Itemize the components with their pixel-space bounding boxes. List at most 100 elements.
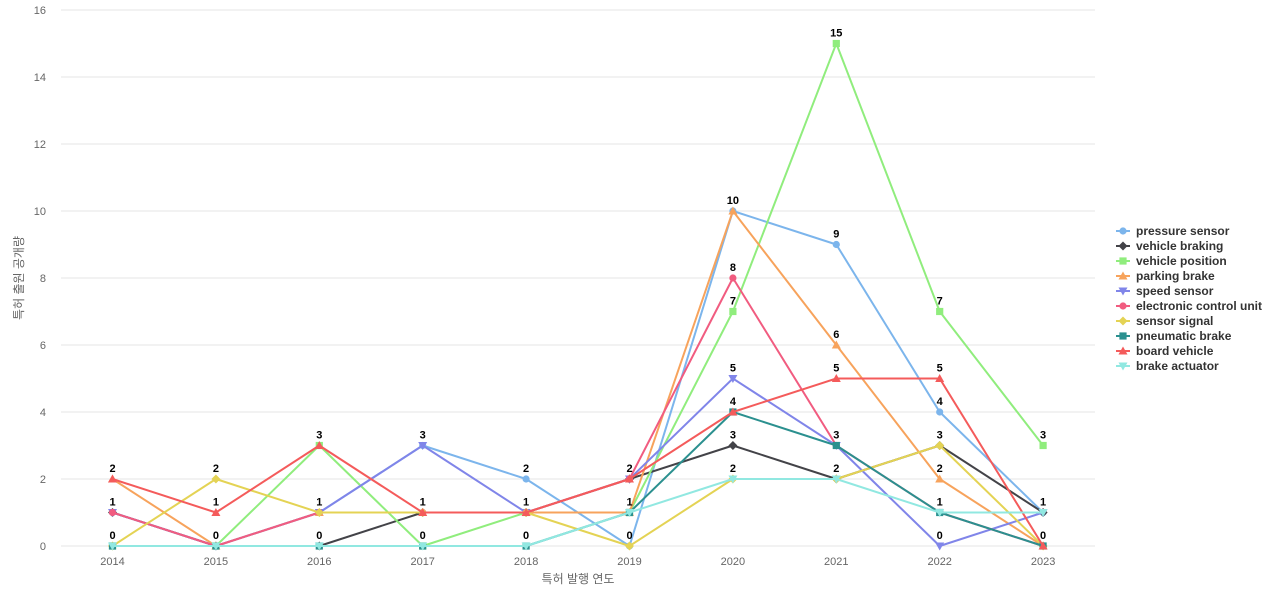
data-point (418, 508, 428, 516)
y-tick-label: 16 (34, 5, 46, 17)
data-point (418, 542, 428, 551)
data-point (831, 374, 841, 382)
data-point (314, 441, 324, 449)
data-point (314, 542, 324, 551)
y-tick-label: 2 (40, 474, 46, 486)
data-point (1038, 541, 1048, 550)
data-point (728, 375, 738, 383)
data-point (108, 508, 117, 517)
data-label: 2 (833, 463, 839, 475)
data-label: 2 (626, 463, 632, 475)
data-label: 0 (1040, 530, 1046, 542)
legend-item-board-vehicle[interactable]: board vehicle (1116, 344, 1214, 358)
data-point (314, 508, 324, 517)
data-label: 3 (833, 430, 839, 442)
data-label: 0 (937, 530, 943, 542)
data-label: 1 (213, 497, 219, 509)
data-label: 3 (420, 430, 426, 442)
x-tick-label: 2018 (514, 556, 538, 568)
y-tick-label: 10 (34, 206, 46, 218)
legend-item-electronic-control-unit[interactable]: electronic control unit (1116, 299, 1262, 313)
data-point (936, 307, 944, 316)
y-axis-ticks: 0 2 4 6 8 10 12 14 16 (34, 5, 46, 553)
data-point (625, 541, 634, 551)
x-tick-label: 2017 (410, 556, 434, 568)
data-label: 5 (833, 363, 839, 375)
data-label: 2 (523, 463, 529, 475)
legend-item-sensor-signal[interactable]: sensor signal (1116, 314, 1213, 328)
y-tick-label: 4 (40, 407, 46, 419)
legend-item-vehicle-braking[interactable]: vehicle braking (1116, 239, 1223, 253)
data-label: 5 (730, 363, 736, 375)
x-axis-title: 특허 발행 연도 (542, 571, 615, 586)
data-label: 10 (727, 195, 739, 207)
y-tick-label: 8 (40, 273, 46, 285)
data-label: 1 (523, 497, 529, 509)
data-label: 3 (1040, 430, 1046, 442)
data-point (935, 474, 945, 483)
series-line (112, 377, 1044, 547)
data-label: 8 (730, 262, 736, 274)
data-label: 0 (316, 530, 322, 542)
data-label: 7 (730, 296, 736, 308)
legend-item-parking-brake[interactable]: parking brake (1116, 269, 1215, 283)
data-label: 2 (109, 463, 115, 475)
legend-label: electronic control unit (1136, 299, 1262, 313)
data-label: 2 (730, 463, 736, 475)
series-speed-sensor (108, 375, 1048, 551)
series-board-vehicle (108, 374, 1048, 550)
x-tick-label: 2020 (721, 556, 745, 568)
legend-label: parking brake (1136, 269, 1215, 283)
data-point (832, 240, 840, 249)
data-point (211, 508, 221, 516)
legend-label: brake actuator (1136, 359, 1219, 373)
legend-item-pneumatic-brake[interactable]: pneumatic brake (1116, 329, 1232, 343)
data-labels: 2102103103102102101087543215965327543210… (109, 28, 1046, 543)
data-point (522, 475, 530, 483)
data-label: 3 (316, 430, 322, 442)
data-label: 1 (626, 497, 632, 509)
data-point (728, 407, 738, 416)
legend-item-speed-sensor[interactable]: speed sensor (1116, 284, 1214, 298)
data-label: 0 (420, 530, 426, 542)
data-point (521, 542, 531, 551)
data-point (211, 542, 221, 551)
y-axis-title: 특허 출원 공개량 (12, 236, 26, 320)
data-point (728, 441, 738, 450)
data-point (832, 441, 840, 450)
grid-lines (61, 9, 1095, 547)
legend-marker (1119, 332, 1127, 340)
data-point (936, 408, 944, 416)
legend-marker (1118, 346, 1128, 355)
x-tick-label: 2014 (100, 556, 124, 568)
data-label: 0 (109, 530, 115, 542)
series-brake-actuator (108, 475, 1048, 551)
legend-item-pressure-sensor[interactable]: pressure sensor (1116, 224, 1230, 238)
data-point (521, 508, 531, 516)
data-label: 4 (937, 396, 944, 408)
data-label: 2 (213, 463, 219, 475)
data-point (729, 307, 737, 316)
data-label: 1 (1040, 497, 1046, 509)
data-label: 15 (830, 28, 842, 40)
data-point (728, 206, 738, 215)
data-point (935, 441, 945, 450)
legend-item-vehicle-position[interactable]: vehicle position (1116, 254, 1227, 268)
data-point (1038, 509, 1048, 517)
y-tick-label: 0 (40, 541, 46, 553)
data-label: 0 (523, 530, 529, 542)
legend-label: speed sensor (1136, 284, 1214, 298)
data-label: 0 (213, 530, 219, 542)
legend-item-brake-actuator[interactable]: brake actuator (1116, 359, 1219, 373)
data-point (832, 39, 840, 48)
data-point (729, 274, 737, 282)
data-point (935, 542, 945, 551)
legend-label: sensor signal (1136, 314, 1213, 328)
data-label: 3 (937, 430, 943, 442)
y-tick-label: 12 (34, 139, 46, 151)
data-point (108, 474, 117, 483)
legend-label: pneumatic brake (1136, 329, 1232, 343)
series-line (112, 42, 1044, 547)
data-point (728, 475, 738, 484)
